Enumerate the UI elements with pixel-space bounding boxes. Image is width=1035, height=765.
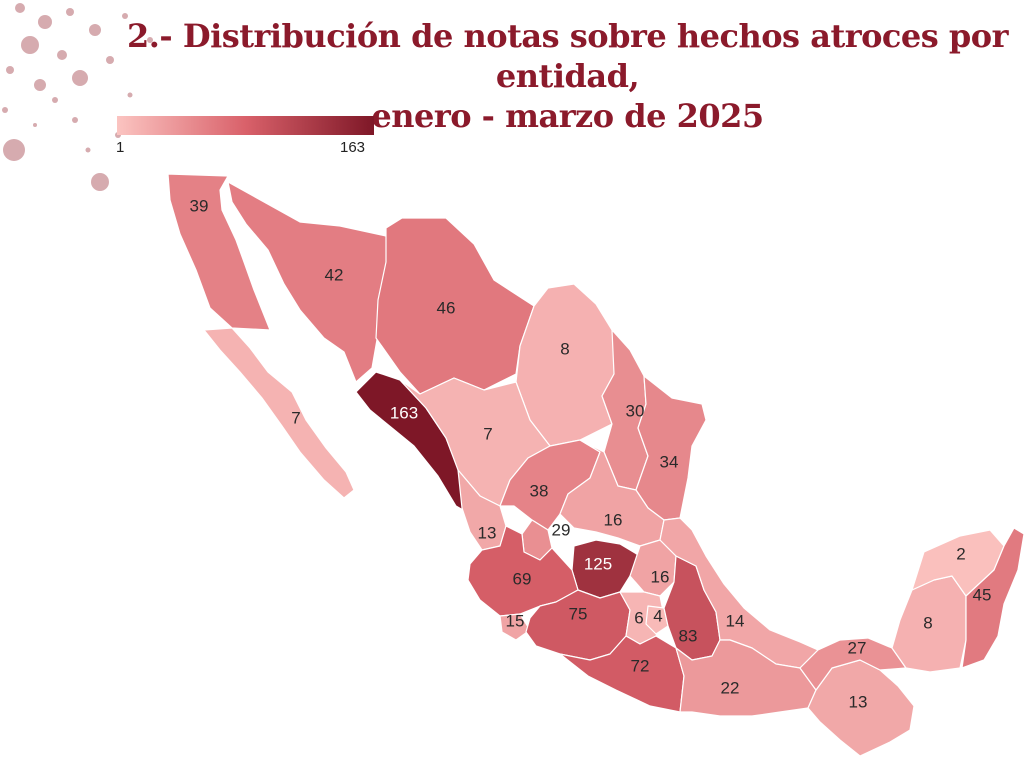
label-aguascalientes: 29 (552, 520, 571, 539)
state-colima[interactable] (499, 613, 531, 641)
color-legend-gradient (117, 116, 374, 135)
label-estado-de-mexico: 6 (634, 608, 643, 627)
label-guerrero: 72 (631, 656, 650, 675)
state-chihuahua[interactable] (375, 217, 535, 395)
state-sonora[interactable] (227, 181, 389, 383)
state-san-luis-potosi[interactable] (559, 439, 665, 547)
label-zacatecas: 38 (530, 481, 549, 500)
label-tabasco: 27 (848, 638, 867, 657)
state-baja-california-sur[interactable] (203, 327, 355, 499)
label-colima: 15 (506, 611, 525, 630)
chart-title: 2.- Distribución de notas sobre hechos a… (100, 16, 1035, 136)
label-yucatan: 2 (956, 544, 965, 563)
label-san-luis-potosi: 16 (604, 510, 623, 529)
label-puebla: 83 (679, 626, 698, 645)
state-quintana-roo[interactable] (961, 527, 1025, 669)
label-baja-california: 39 (190, 196, 209, 215)
label-nayarit: 13 (478, 523, 497, 542)
label-jalisco: 69 (513, 569, 532, 588)
label-sinaloa: 163 (390, 403, 418, 422)
state-tamaulipas[interactable] (635, 375, 707, 521)
label-chihuahua: 46 (437, 298, 456, 317)
label-chiapas: 13 (849, 692, 868, 711)
label-oaxaca: 22 (721, 678, 740, 697)
decorative-splatter (2, 3, 153, 191)
title-line-1: 2.- Distribución de notas sobre hechos a… (127, 17, 1009, 95)
label-veracruz: 14 (726, 611, 745, 630)
label-durango: 7 (483, 424, 492, 443)
label-baja-california-sur: 7 (291, 408, 300, 427)
label-michoacan: 75 (569, 604, 588, 623)
label-queretaro: 16 (651, 567, 670, 586)
legend-min-label: 1 (116, 139, 125, 156)
state-ciudad-de-mexico[interactable] (645, 605, 669, 635)
label-ciudad-de-mexico: 4 (653, 606, 662, 625)
title-line-2: enero - marzo de 2025 (371, 97, 764, 135)
label-nuevo-leon: 30 (626, 401, 645, 420)
label-campeche: 8 (923, 613, 932, 632)
label-tamaulipas: 34 (660, 452, 679, 471)
label-coahuila: 8 (560, 339, 569, 358)
state-tabasco[interactable] (799, 637, 907, 691)
legend-max-label: 163 (340, 139, 366, 156)
label-sonora: 42 (325, 265, 344, 284)
label-quintana-roo: 45 (973, 585, 992, 604)
state-baja-california[interactable] (167, 173, 271, 331)
label-guanajuato: 125 (584, 554, 612, 573)
